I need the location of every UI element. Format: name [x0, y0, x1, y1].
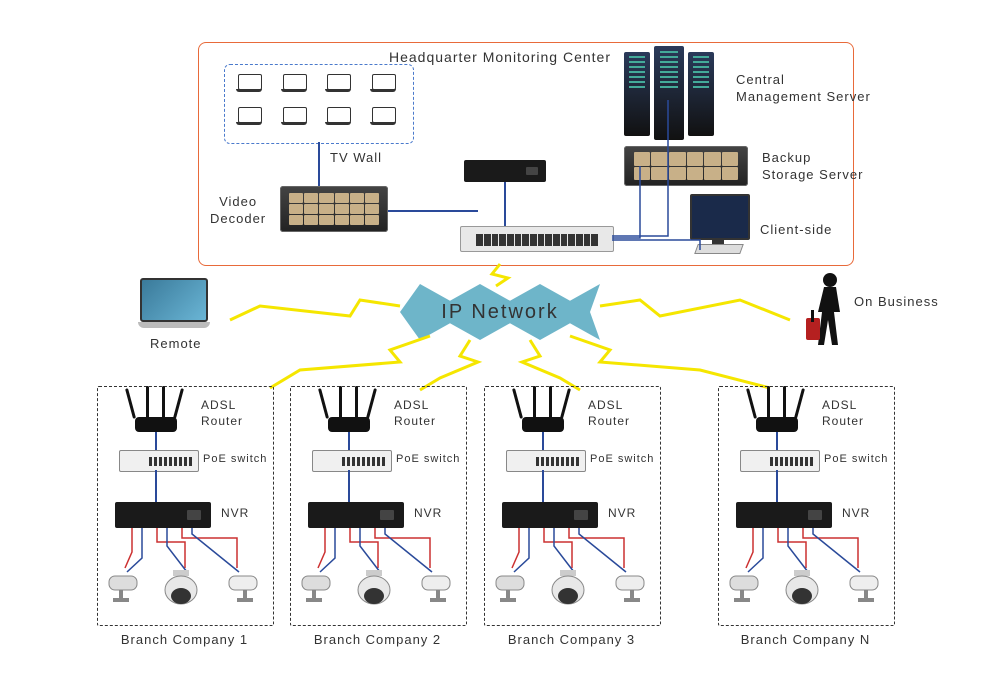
- adsl-router: [314, 388, 384, 432]
- backup-storage: [624, 146, 748, 186]
- backup-label: Backup Storage Server: [762, 150, 863, 184]
- branch-wire: [155, 432, 157, 450]
- ipnet-banner: IP Network: [400, 284, 600, 340]
- laptop-icon: [236, 107, 262, 125]
- dome-camera: [354, 568, 394, 608]
- keyboard-icon: [694, 244, 744, 254]
- nvr: [502, 502, 598, 528]
- cms-server: [654, 46, 684, 140]
- branch-title: Branch Company N: [722, 632, 889, 649]
- bullet-camera: [221, 572, 261, 604]
- branch-title: Branch Company 3: [488, 632, 655, 649]
- laptop-icon: [281, 74, 307, 92]
- laptop-icon: [281, 107, 307, 125]
- video-decoder: [280, 186, 388, 232]
- poe-label: PoE switch: [203, 452, 267, 466]
- router-label: ADSL Router: [394, 398, 436, 429]
- poe-switch: [740, 450, 820, 472]
- remote-label: Remote: [150, 336, 202, 353]
- adsl-router: [508, 388, 578, 432]
- poe-label: PoE switch: [590, 452, 654, 466]
- ipnet-label: IP Network: [441, 301, 558, 324]
- dome-camera: [548, 568, 588, 608]
- poe-label: PoE switch: [396, 452, 460, 466]
- bullet-camera: [414, 572, 454, 604]
- hq-recorder: [464, 160, 546, 182]
- adsl-router: [121, 388, 191, 432]
- branch-title: Branch Company 2: [294, 632, 461, 649]
- cms-server: [624, 52, 650, 136]
- bullet-camera: [726, 572, 766, 604]
- nvr: [115, 502, 211, 528]
- laptop-icon: [325, 74, 351, 92]
- laptop-icon: [236, 74, 262, 92]
- dome-camera: [161, 568, 201, 608]
- businessman-icon: [794, 270, 854, 355]
- nvr-label: NVR: [414, 506, 442, 522]
- tvwall-grid: [236, 74, 400, 132]
- cms-server: [688, 52, 714, 136]
- client-monitor: [690, 194, 746, 250]
- router-label: ADSL Router: [588, 398, 630, 429]
- adsl-router: [742, 388, 812, 432]
- nvr: [736, 502, 832, 528]
- decoder-label: Video Decoder: [210, 194, 266, 228]
- poe-label: PoE switch: [824, 452, 888, 466]
- wire: [388, 210, 478, 212]
- bullet-camera: [105, 572, 145, 604]
- nvr-label: NVR: [221, 506, 249, 522]
- business-label: On Business: [854, 294, 939, 311]
- nvr-label: NVR: [608, 506, 636, 522]
- cms-label: Central Management Server: [736, 72, 871, 106]
- dome-camera: [782, 568, 822, 608]
- bullet-camera: [608, 572, 648, 604]
- bullet-camera: [298, 572, 338, 604]
- bullet-camera: [842, 572, 882, 604]
- poe-switch: [506, 450, 586, 472]
- poe-switch: [312, 450, 392, 472]
- branch-wire: [776, 470, 778, 502]
- bullet-camera: [492, 572, 532, 604]
- wire: [504, 182, 506, 226]
- branch-wire: [776, 432, 778, 450]
- remote-laptop: [138, 278, 210, 328]
- core-switch: [460, 226, 614, 252]
- nvr: [308, 502, 404, 528]
- branch-wire: [542, 470, 544, 502]
- branch-wire: [542, 432, 544, 450]
- branch-wire: [348, 432, 350, 450]
- laptop-icon: [325, 107, 351, 125]
- nvr-label: NVR: [842, 506, 870, 522]
- router-label: ADSL Router: [822, 398, 864, 429]
- router-label: ADSL Router: [201, 398, 243, 429]
- branch-title: Branch Company 1: [101, 632, 268, 649]
- branch-wire: [155, 470, 157, 502]
- wire: [318, 142, 320, 186]
- poe-switch: [119, 450, 199, 472]
- client-label: Client-side: [760, 222, 832, 239]
- tvwall-label: TV Wall: [330, 150, 382, 167]
- laptop-icon: [370, 107, 396, 125]
- branch-wire: [348, 470, 350, 502]
- laptop-icon: [370, 74, 396, 92]
